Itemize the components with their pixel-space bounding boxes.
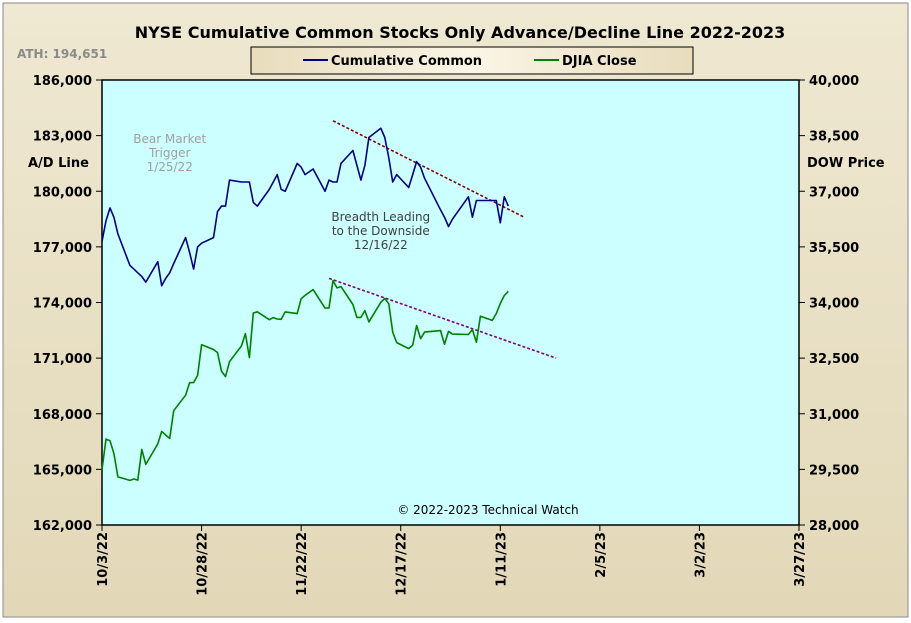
annotation-text: Trigger (148, 146, 190, 160)
left-axis-tick-label: 174,000 (33, 297, 92, 312)
left-axis-ticks: 162,000 165,000 168,000 171,000 174,000 177,0… (33, 74, 102, 534)
x-axis-tick-label: 3/27/23 (793, 532, 808, 587)
series-line-cumulative-common (101, 127, 510, 287)
x-axis-tick-label: 10/3/22 (96, 532, 111, 587)
right-axis-tick-label: 28,000 (809, 519, 859, 534)
annotation-text: 12/16/22 (354, 238, 408, 252)
right-axis-tick-label: 40,000 (809, 74, 859, 89)
left-axis-tick-label: 186,000 (33, 74, 92, 89)
x-axis-tick-label: 1/11/23 (494, 532, 509, 587)
annotation-text: Breadth Leading (331, 210, 430, 224)
right-axis-tick-label: 34,000 (809, 297, 859, 312)
legend: Cumulative Common DJIA Close (250, 46, 694, 75)
trendline-layer (328, 120, 557, 359)
right-axis-tick-label: 38,500 (809, 130, 859, 145)
annotation-text: 1/25/22 (147, 160, 193, 174)
right-axis-ticks: 28,000 29,500 31,000 32,500 34,000 35,500 37,0… (799, 74, 859, 534)
trendline-left (332, 120, 525, 218)
annotation-text: to the Downside (332, 224, 430, 238)
left-axis-tick-label: 180,000 (33, 185, 92, 200)
x-axis-tick-label: 2/5/23 (594, 532, 609, 578)
left-axis-tick-label: 165,000 (33, 463, 92, 478)
right-axis-tick-label: 35,500 (809, 241, 859, 256)
left-axis-tick-label: 171,000 (33, 352, 92, 367)
chart-title: NYSE Cumulative Common Stocks Only Advan… (135, 23, 786, 42)
right-axis-tick-label: 32,500 (809, 352, 859, 367)
trendline-right (328, 277, 557, 359)
x-axis-ticks: 10/3/22 10/28/22 11/22/22 12/17/22 1/11/23 2/… (96, 525, 808, 596)
x-axis-tick-label: 3/2/23 (693, 532, 708, 578)
copyright-text: © 2022-2023 Technical Watch (397, 503, 578, 517)
x-axis-tick-label: 11/22/22 (295, 532, 310, 596)
right-axis-tick-label: 31,000 (809, 408, 859, 423)
left-axis-tick-label: 183,000 (33, 130, 92, 145)
left-axis-label: A/D Line (28, 156, 89, 171)
left-axis-tick-label: 177,000 (33, 241, 92, 256)
right-axis-label: DOW Price (807, 156, 885, 171)
ath-label: ATH: 194,651 (17, 47, 107, 61)
legend-label-djia: DJIA Close (562, 54, 637, 69)
left-axis-tick-label: 162,000 (33, 519, 92, 534)
x-axis-tick-label: 12/17/22 (395, 532, 410, 596)
left-axis-tick-label: 168,000 (33, 408, 92, 423)
right-axis-tick-label: 29,500 (809, 463, 859, 478)
legend-label-cumulative: Cumulative Common (331, 54, 482, 69)
annotation-text: Bear Market (133, 132, 206, 146)
x-axis-tick-label: 10/28/22 (196, 532, 211, 596)
plot-area (101, 79, 800, 526)
right-axis-tick-label: 37,000 (809, 185, 859, 200)
series-line-djia-close (101, 279, 509, 482)
series-layer (101, 127, 510, 482)
